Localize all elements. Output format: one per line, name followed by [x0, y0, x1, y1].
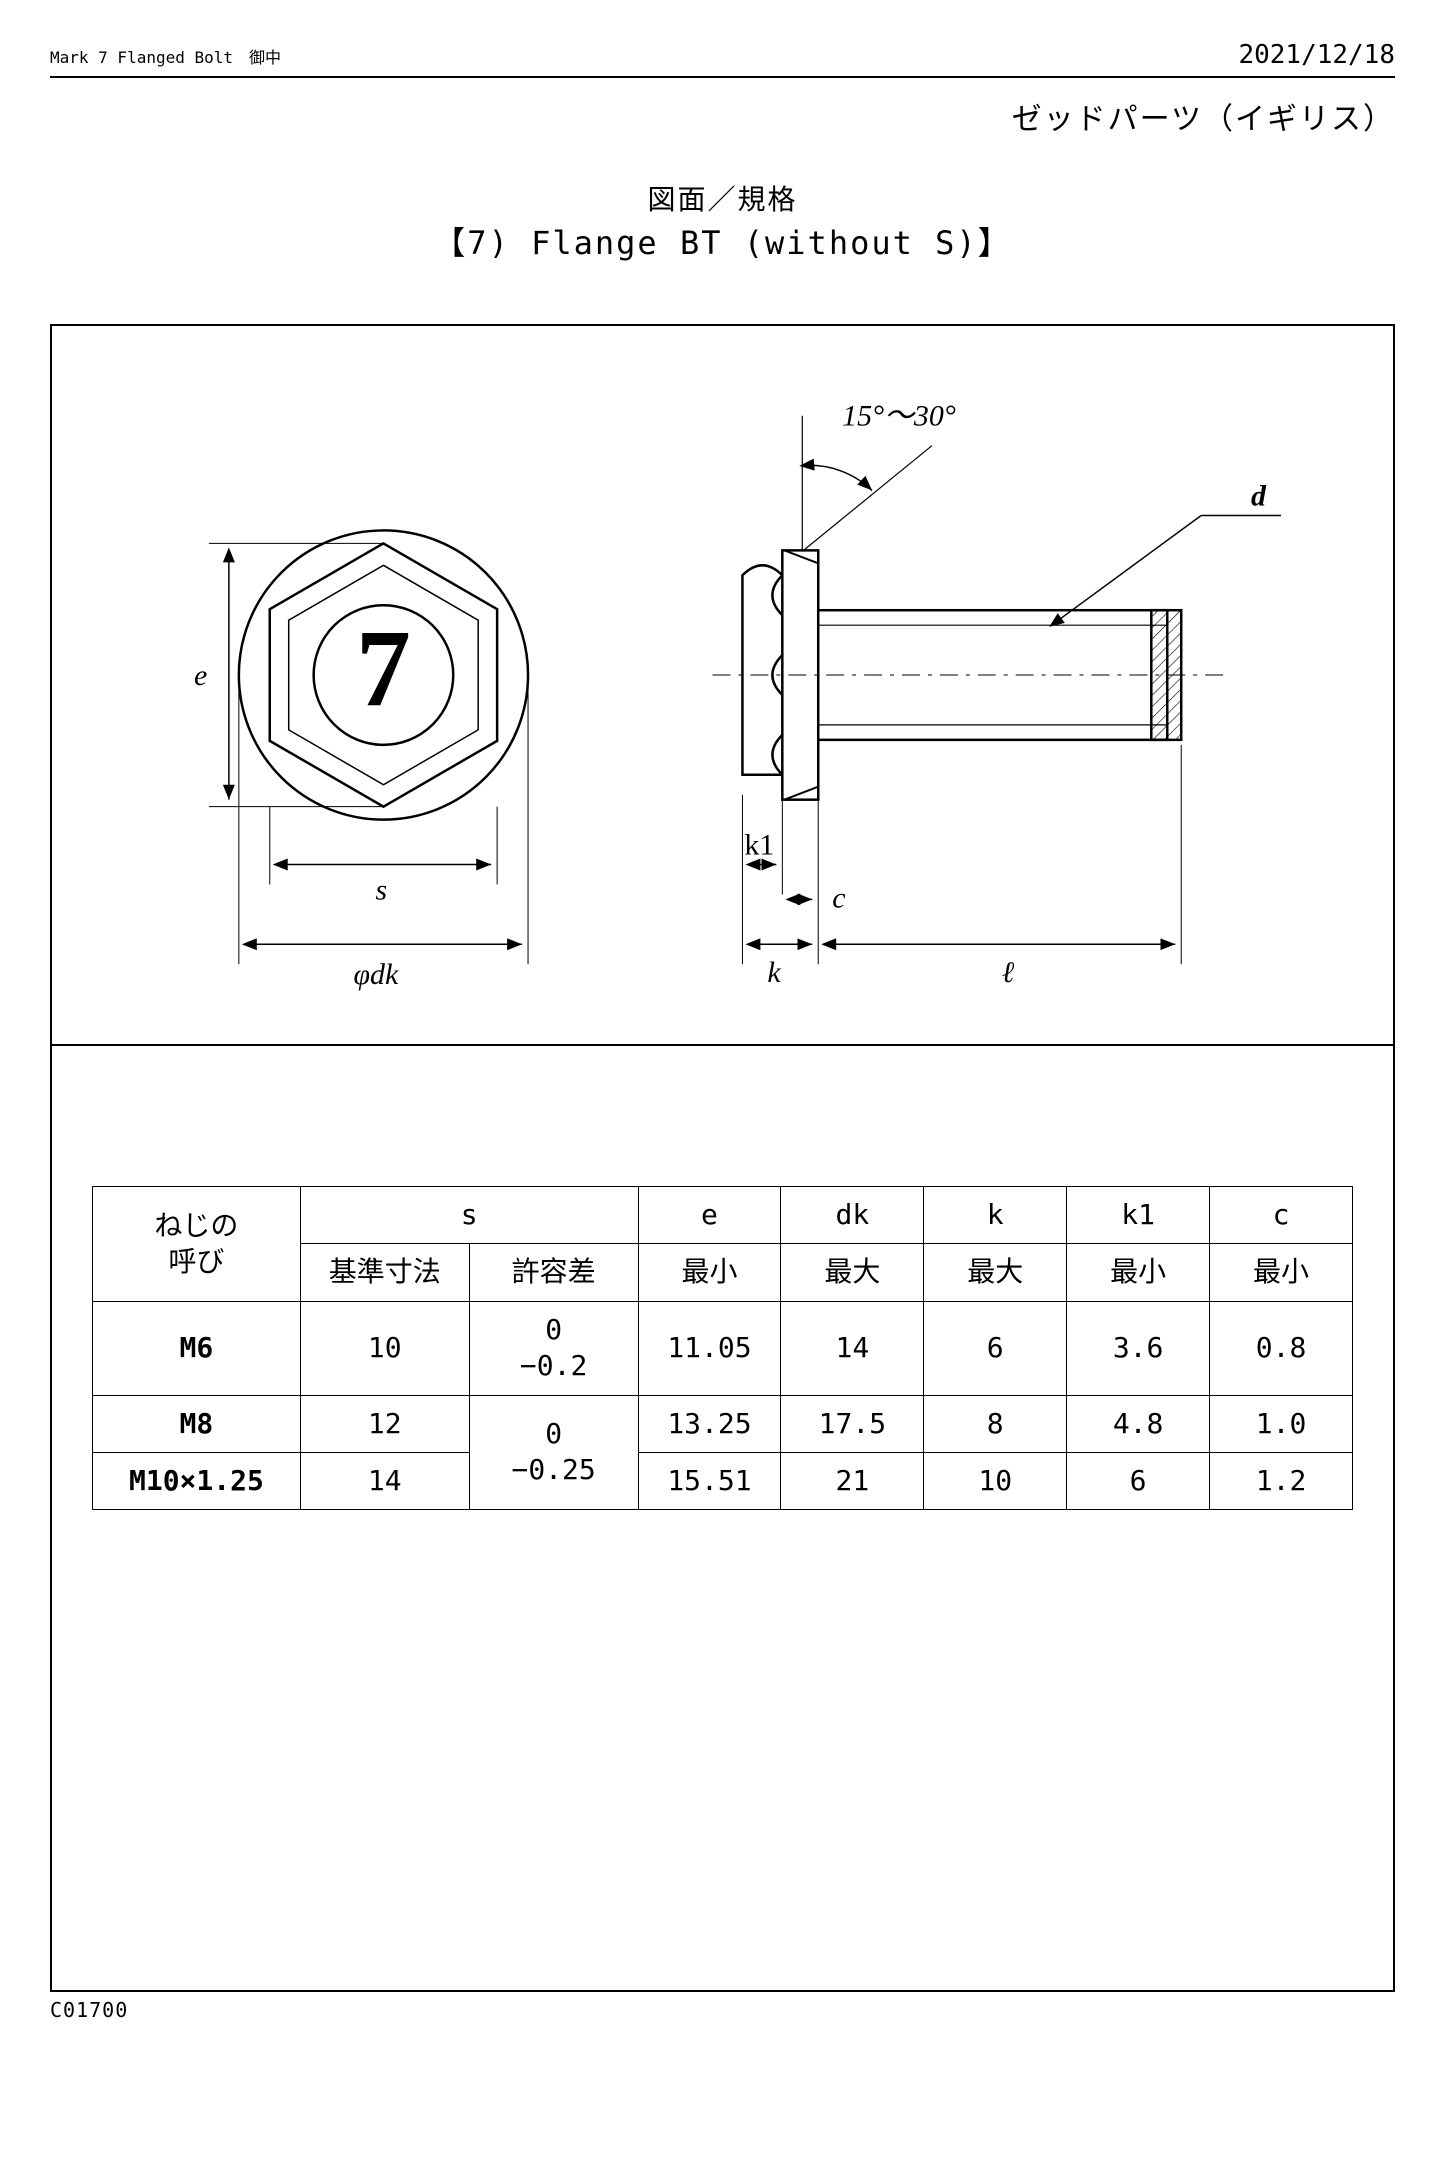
cell-k: 6 [924, 1301, 1067, 1395]
cell-c: 0.8 [1210, 1301, 1353, 1395]
cell-k1: 3.6 [1067, 1301, 1210, 1395]
footer-code: C01700 [50, 1998, 1395, 2022]
cell-c: 1.0 [1210, 1395, 1353, 1452]
cell-k1: 4.8 [1067, 1395, 1210, 1452]
cell-name: M10×1.25 [93, 1452, 301, 1509]
cell-tol-merged: 0−0.25 [469, 1395, 638, 1510]
col-c-sub: 最小 [1210, 1244, 1353, 1301]
cell-dk: 17.5 [781, 1395, 924, 1452]
dim-k: k [767, 956, 781, 989]
engineering-diagram: 7 e s φdk [52, 326, 1393, 1044]
cell-c: 1.2 [1210, 1452, 1353, 1509]
col-c: c [1210, 1187, 1353, 1244]
cell-sbase: 14 [300, 1452, 469, 1509]
col-e-sub: 最小 [638, 1244, 781, 1301]
table-row: M6 10 0−0.2 11.05 14 6 3.6 0.8 [93, 1301, 1353, 1395]
company-line: ゼッドパーツ（イギリス） [50, 94, 1395, 138]
cell-dk: 21 [781, 1452, 924, 1509]
doc-label: 図面／規格 [50, 178, 1395, 218]
col-k-sub: 最大 [924, 1244, 1067, 1301]
header-title: Mark 7 Flanged Bolt 御中 [50, 44, 281, 68]
table-row: M8 12 0−0.25 13.25 17.5 8 4.8 1.0 [93, 1395, 1353, 1452]
dim-s: s [375, 873, 387, 906]
cell-name: M8 [93, 1395, 301, 1452]
page-header: Mark 7 Flanged Bolt 御中 2021/12/18 [50, 40, 1395, 78]
cell-e: 11.05 [638, 1301, 781, 1395]
cell-sbase: 10 [300, 1301, 469, 1395]
table-row: M10×1.25 14 15.51 21 10 6 1.2 [93, 1452, 1353, 1509]
dim-e: e [194, 659, 207, 692]
col-s: s [300, 1187, 638, 1244]
col-k: k [924, 1187, 1067, 1244]
dim-k1: k1 [744, 829, 774, 862]
cell-k: 10 [924, 1452, 1067, 1509]
cell-tol: 0−0.2 [469, 1301, 638, 1395]
col-thread-name: ねじの 呼び [93, 1187, 301, 1302]
spec-table: ねじの 呼び s e dk k k1 c 基準寸法 許容差 最小 最大 最大 最… [92, 1186, 1353, 1510]
dim-d: d [1251, 480, 1267, 513]
col-s-base: 基準寸法 [300, 1244, 469, 1301]
table-pane: ねじの 呼び s e dk k k1 c 基準寸法 許容差 最小 最大 最大 最… [52, 1046, 1393, 1990]
cell-e: 15.51 [638, 1452, 781, 1509]
main-frame: 7 e s φdk [50, 324, 1395, 1992]
cell-e: 13.25 [638, 1395, 781, 1452]
cell-name: M6 [93, 1301, 301, 1395]
side-view: 15°～30° d k1 c k [713, 400, 1281, 989]
col-e: e [638, 1187, 781, 1244]
cell-dk: 14 [781, 1301, 924, 1395]
cell-k: 8 [924, 1395, 1067, 1452]
angle-label: 15°～30° [842, 400, 956, 433]
col-k1-sub: 最小 [1067, 1244, 1210, 1301]
doc-title: 【7) Flange BT (without S)】 [50, 218, 1395, 264]
col-dk: dk [781, 1187, 924, 1244]
dim-l: ℓ [1002, 956, 1015, 989]
mark-number: 7 [356, 607, 411, 729]
dim-c: c [832, 881, 845, 914]
cell-sbase: 12 [300, 1395, 469, 1452]
diagram-pane: 7 e s φdk [52, 326, 1393, 1046]
dim-phidk: φdk [354, 958, 399, 991]
top-view: 7 e s φdk [194, 530, 528, 991]
cell-k1: 6 [1067, 1452, 1210, 1509]
col-s-tol: 許容差 [469, 1244, 638, 1301]
header-date: 2021/12/18 [1238, 40, 1395, 70]
table-header-row-1: ねじの 呼び s e dk k k1 c [93, 1187, 1353, 1244]
col-k1: k1 [1067, 1187, 1210, 1244]
col-dk-sub: 最大 [781, 1244, 924, 1301]
